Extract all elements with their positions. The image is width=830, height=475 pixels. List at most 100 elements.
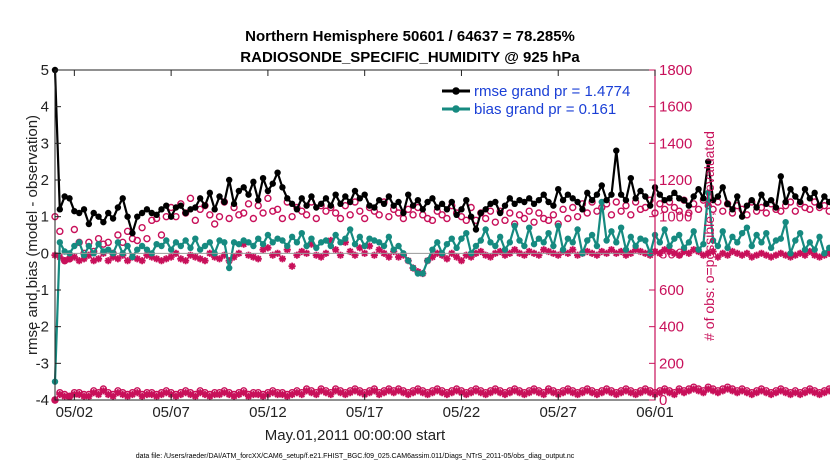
bias-point xyxy=(777,235,785,242)
evaluated-low-point xyxy=(157,390,166,399)
bias-point xyxy=(235,240,243,248)
rmse-point xyxy=(274,169,281,176)
evaluated-low-point xyxy=(443,390,451,399)
rmse-point xyxy=(540,191,547,198)
bias-point xyxy=(613,239,620,246)
possible-point xyxy=(259,209,267,217)
evaluated-point xyxy=(680,247,688,256)
y-tick-label: 0 xyxy=(41,245,49,262)
bias-point xyxy=(482,226,489,233)
possible-point xyxy=(385,212,393,221)
bias-point xyxy=(143,246,151,253)
possible-low-point xyxy=(109,390,117,399)
rmse-point xyxy=(792,193,799,200)
evaluated-low-point xyxy=(283,392,291,400)
possible-low-point xyxy=(273,388,282,397)
bias-point xyxy=(666,242,673,250)
evaluated-point xyxy=(767,253,775,261)
evaluated-low-point xyxy=(753,389,761,397)
rmse-point xyxy=(366,202,373,209)
bias-point xyxy=(763,229,770,237)
evaluated-low-point xyxy=(433,387,441,395)
possible-point xyxy=(191,216,200,225)
rmse-point xyxy=(458,206,465,213)
rmse-point xyxy=(705,158,712,165)
evaluated-point xyxy=(544,247,553,256)
bias-point xyxy=(656,239,664,246)
bias-point xyxy=(419,270,426,277)
evaluated-low-point xyxy=(61,392,69,400)
rmse-point xyxy=(119,195,126,202)
evaluated-low-point xyxy=(273,390,282,399)
evaluated-point xyxy=(346,247,354,256)
rmse-point xyxy=(550,202,557,209)
evaluated-low-point xyxy=(390,389,398,397)
evaluated-low-point xyxy=(699,389,707,397)
possible-point xyxy=(501,216,509,225)
possible-point xyxy=(278,214,287,223)
evaluated-point xyxy=(743,249,751,257)
bias-point xyxy=(501,246,509,253)
bias-point xyxy=(453,244,460,252)
bias-point xyxy=(448,235,455,242)
evaluated-low-point xyxy=(119,390,127,399)
rmse-point xyxy=(356,195,364,202)
evaluated-low-point xyxy=(583,387,591,395)
evaluated-low-point xyxy=(549,389,557,397)
evaluated-low-point xyxy=(564,387,572,395)
possible-point xyxy=(215,212,224,221)
bias-point xyxy=(675,231,683,239)
possible-point xyxy=(225,214,233,223)
possible-point xyxy=(825,207,830,215)
bias-point xyxy=(129,253,136,261)
evaluated-low-point xyxy=(757,387,766,395)
rmse-point xyxy=(346,198,354,206)
evaluated-point xyxy=(191,253,199,261)
bias-point xyxy=(177,242,185,250)
evaluated-point xyxy=(114,255,122,263)
bias-point xyxy=(695,246,702,253)
evaluated-low-point xyxy=(598,389,606,397)
evaluated-low-point xyxy=(428,389,437,397)
bias-point xyxy=(158,242,165,250)
rmse-point xyxy=(598,182,605,189)
bias-point xyxy=(293,239,301,246)
rmse-point xyxy=(250,178,257,186)
evaluated-point xyxy=(777,249,785,257)
rmse-point xyxy=(796,198,804,206)
evaluated-point xyxy=(477,247,485,256)
evaluated-point xyxy=(796,249,804,257)
bias-point xyxy=(206,239,214,246)
evaluated-low-point xyxy=(661,387,669,395)
bias-point xyxy=(313,244,320,252)
evaluated-low-point xyxy=(486,389,495,397)
evaluated-point xyxy=(806,247,814,256)
evaluated-point xyxy=(636,247,645,256)
evaluated-point xyxy=(375,246,383,254)
evaluated-point xyxy=(182,257,190,265)
possible-point xyxy=(104,238,112,247)
evaluated-point xyxy=(220,251,228,259)
possible-point xyxy=(549,211,558,219)
possible-point xyxy=(806,205,814,214)
possible-point xyxy=(249,214,258,223)
possible-low-point xyxy=(133,387,141,395)
rmse-point xyxy=(743,202,751,209)
rmse-point xyxy=(308,193,315,200)
bias-point xyxy=(825,244,830,252)
evaluated-low-point xyxy=(225,390,233,399)
evaluated-point xyxy=(675,251,683,259)
evaluated-point xyxy=(70,253,78,261)
evaluated-low-point xyxy=(627,389,635,397)
evaluated-point xyxy=(607,246,616,254)
rmse-point xyxy=(288,200,296,208)
rmse-point xyxy=(105,209,112,217)
rmse-point xyxy=(230,200,238,208)
possible-point xyxy=(544,216,553,225)
evaluated-point xyxy=(65,255,74,263)
bias-point xyxy=(284,242,291,250)
bias-point xyxy=(409,264,417,272)
bias-point xyxy=(153,240,160,248)
evaluated-low-point xyxy=(244,392,253,400)
bias-point xyxy=(71,242,78,250)
